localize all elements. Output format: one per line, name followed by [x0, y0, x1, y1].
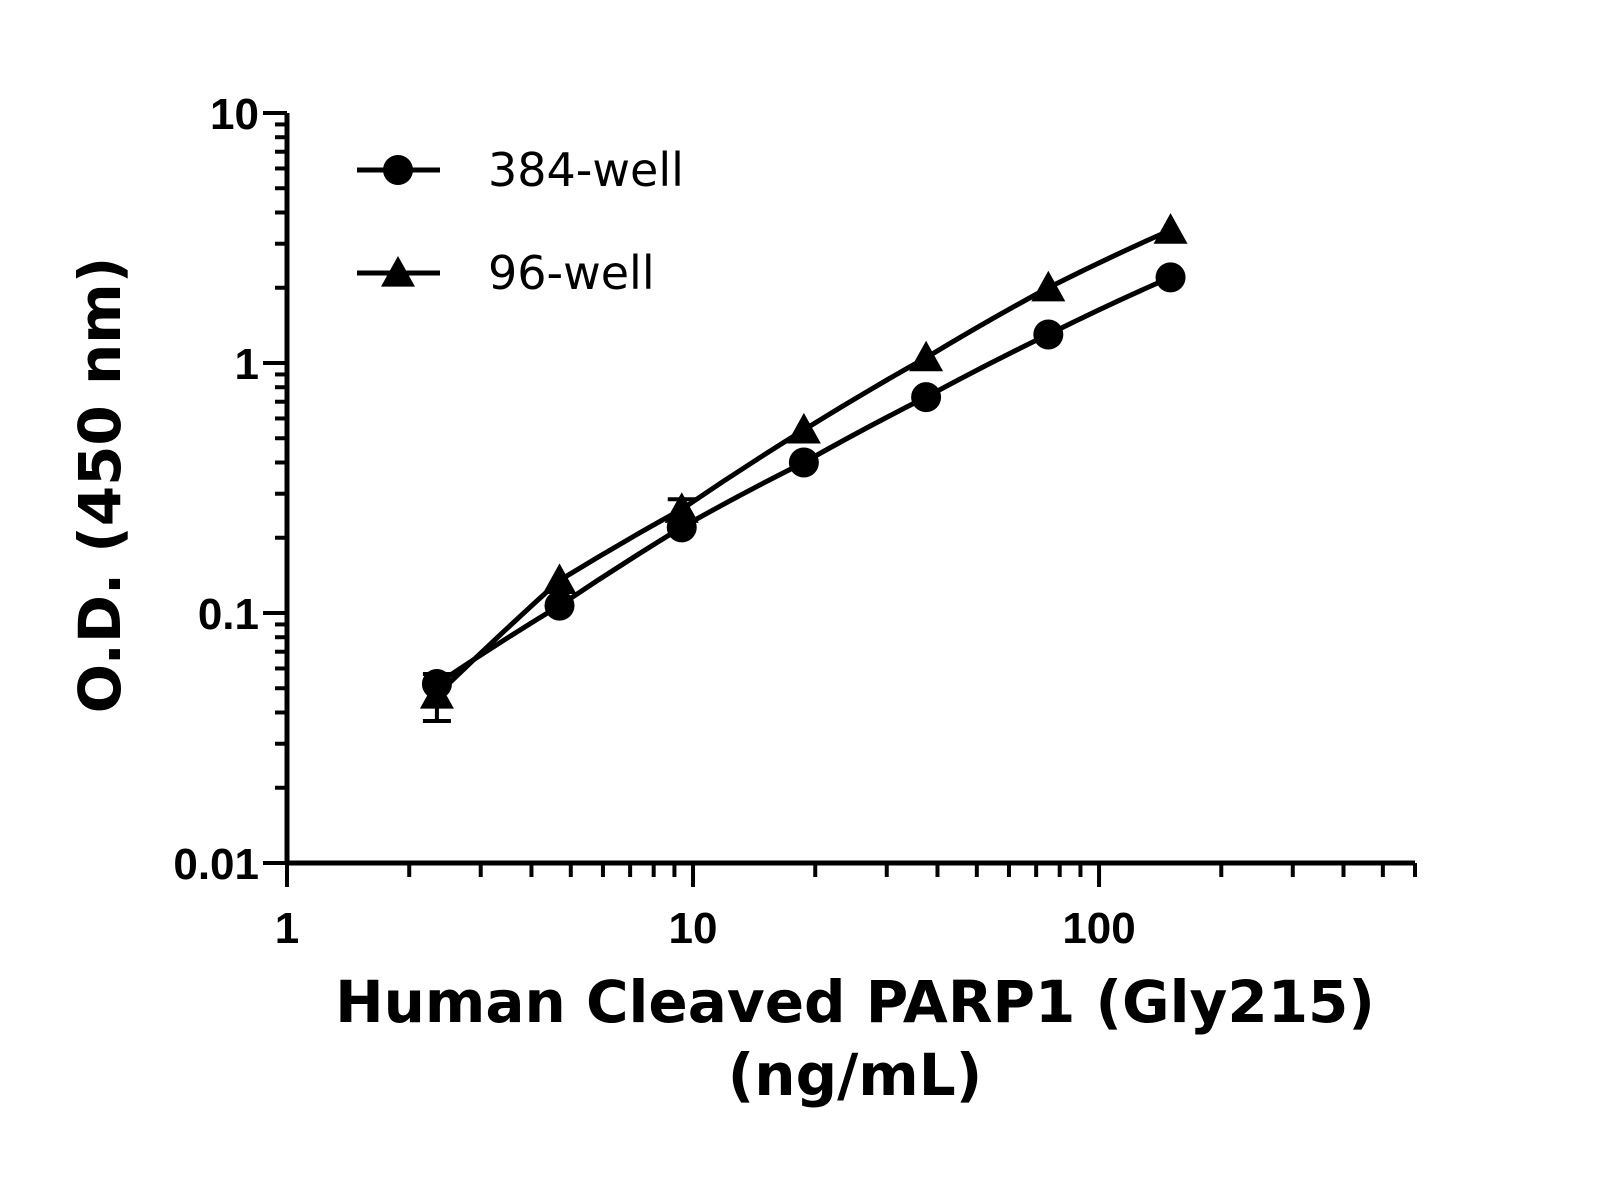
data-point-96-well — [1153, 213, 1188, 244]
y-tick-label: 1 — [235, 340, 259, 389]
data-point-384-well — [1033, 319, 1064, 350]
data-point-96-well — [909, 340, 944, 372]
series-96-well — [419, 213, 1188, 723]
legend: 384-well 96-well — [357, 143, 684, 300]
data-point-96-well — [419, 677, 454, 709]
y-tick-label: 10 — [210, 90, 259, 139]
data-point-384-well — [544, 590, 575, 621]
data-point-96-well — [664, 492, 699, 523]
series-layer — [419, 213, 1188, 723]
legend-label: 384-well — [488, 143, 684, 197]
x-axis-title-line-2: (ng/mL) — [728, 1041, 982, 1109]
y-tick-label: 0.01 — [173, 840, 259, 889]
legend-item-96-well: 96-well — [357, 246, 655, 300]
data-point-96-well — [542, 563, 577, 595]
data-point-96-well — [1031, 270, 1066, 302]
legend-marker — [383, 155, 413, 185]
data-point-384-well — [788, 447, 819, 478]
axis-titles: O.D. (450 nm) Human Cleaved PARP1 (Gly21… — [66, 257, 1375, 1109]
axes-layer: 0.01 0.1 1 10 1 10 100 — [173, 90, 1417, 953]
x-tick-label: 10 — [669, 904, 718, 953]
data-point-384-well — [1155, 262, 1186, 293]
x-tick-label: 100 — [1062, 904, 1135, 953]
legend-item-384-well: 384-well — [357, 143, 684, 197]
series-384-well — [421, 262, 1186, 699]
data-point-96-well — [786, 412, 821, 444]
y-axis-title: O.D. (450 nm) — [66, 257, 134, 713]
x-tick-label: 1 — [275, 904, 299, 953]
legend-marker — [381, 256, 415, 287]
data-point-384-well — [911, 382, 942, 413]
y-tick-label: 0.1 — [198, 590, 259, 639]
x-axis-title-line-1: Human Cleaved PARP1 (Gly215) — [335, 968, 1375, 1036]
legend-label: 96-well — [488, 246, 655, 300]
